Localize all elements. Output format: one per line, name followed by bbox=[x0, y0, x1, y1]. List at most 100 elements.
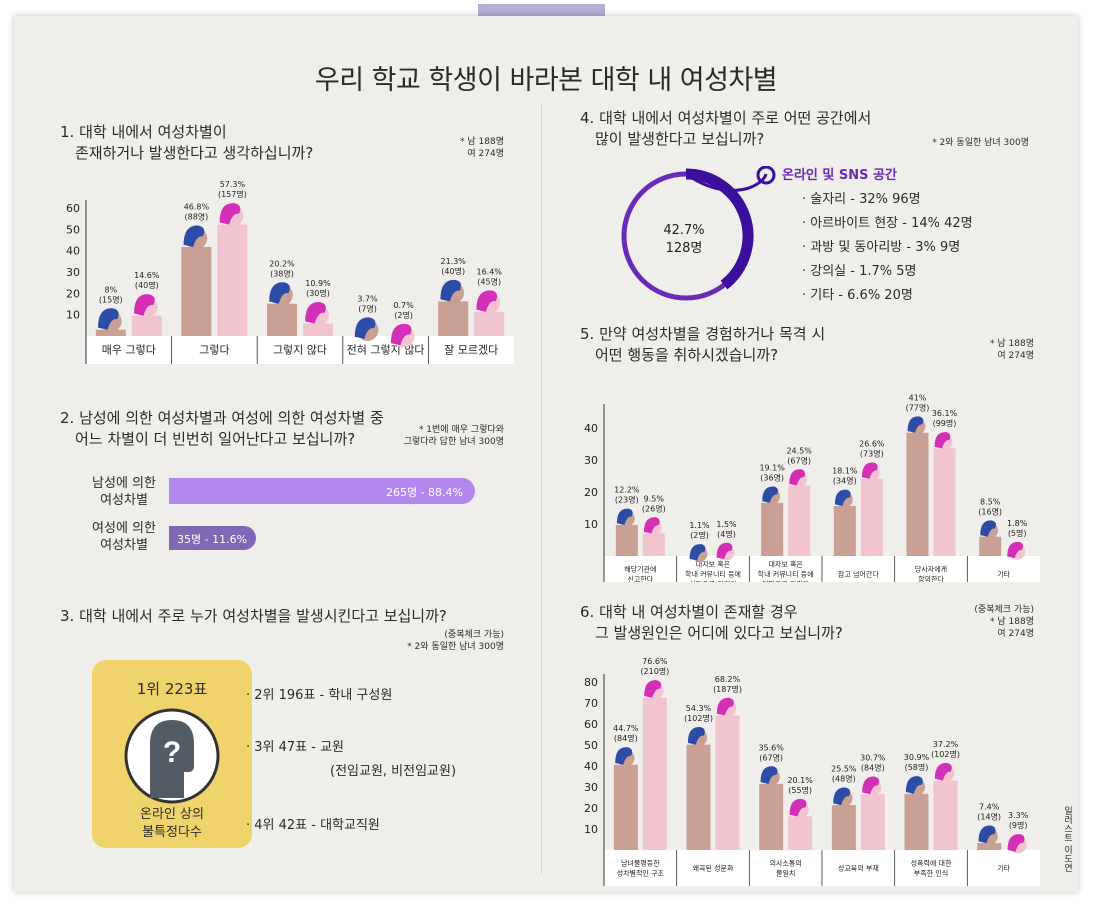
data-label-pct: 3.3% bbox=[1008, 811, 1029, 820]
q1-title-line1: 1. 대학 내에서 여성차별이 bbox=[60, 123, 227, 141]
bar-male bbox=[181, 246, 212, 336]
q4-item-3: · 과방 및 동아리방 - 3% 9명 bbox=[802, 240, 961, 255]
hair-icon bbox=[760, 766, 778, 784]
data-label-pct: 19.1% bbox=[759, 464, 785, 473]
q3-rank2: · 2위 196표 - 학내 구성원 bbox=[246, 688, 393, 703]
bar-female bbox=[715, 715, 740, 850]
q2-bar1-label-line1: 남성에 의한 bbox=[92, 476, 156, 491]
hair-icon bbox=[269, 282, 290, 304]
q4-main-label: 온라인 및 SNS 공간 bbox=[782, 168, 897, 183]
bar-female bbox=[788, 485, 811, 556]
q4-item-5: · 기타 - 6.6% 20명 bbox=[802, 288, 913, 303]
bar-female bbox=[933, 780, 958, 850]
hair-icon bbox=[978, 825, 996, 844]
data-label-count: (48명) bbox=[832, 774, 856, 784]
category-label: 실명으로 알린다 bbox=[689, 580, 737, 582]
data-label-count: (40명) bbox=[441, 266, 465, 276]
hair-icon bbox=[762, 486, 779, 503]
bar-female bbox=[474, 311, 505, 336]
q5-title-line1: 5. 만약 여성차별을 경험하거나 목격 시 bbox=[580, 325, 826, 343]
y-tick-label: 50 bbox=[66, 223, 80, 236]
data-label-count: (67명) bbox=[759, 752, 783, 762]
data-label-pct: 14.6% bbox=[134, 271, 160, 280]
bar-male bbox=[613, 764, 638, 850]
hair-icon bbox=[616, 508, 633, 525]
q4-title: 4. 대학 내에서 여성차별이 주로 어떤 공간에서 많이 발생한다고 보십니까… bbox=[580, 108, 871, 150]
data-label-pct: 44.7% bbox=[613, 724, 639, 733]
hair-icon bbox=[789, 469, 806, 486]
y-tick-label: 10 bbox=[66, 309, 80, 322]
data-label-count: (102명) bbox=[931, 749, 960, 759]
data-label-count: (55명) bbox=[788, 785, 812, 795]
q2-title-line2: 어느 차별이 더 빈번히 일어난다고 보십니까? bbox=[75, 430, 356, 448]
y-tick-label: 10 bbox=[584, 823, 598, 836]
category-label: 항의한다 bbox=[918, 575, 944, 582]
data-label-pct: 3.7% bbox=[357, 294, 378, 303]
page-title: 우리 학교 학생이 바라본 대학 내 여성차별 bbox=[314, 65, 778, 96]
hair-icon bbox=[934, 432, 951, 449]
bar-male bbox=[979, 536, 1002, 556]
q2-bar2-label-line2: 여성차별 bbox=[100, 538, 148, 553]
category-label: 왜곡된 성문화 bbox=[693, 864, 734, 873]
data-label-count: (99명) bbox=[933, 418, 957, 428]
q1-title-line2: 존재하거나 발생한다고 생각하십니까? bbox=[75, 144, 314, 162]
q6-title: 6. 대학 내 여성차별이 존재할 경우 그 발생원인은 어디에 있다고 보십니… bbox=[580, 602, 843, 644]
bar-male bbox=[833, 506, 856, 556]
hair-icon bbox=[907, 416, 924, 433]
y-tick-label: 60 bbox=[66, 202, 80, 215]
q3-badge-text: 온라인 상의 불특정다수 bbox=[92, 806, 252, 842]
category-label: 불일치 bbox=[776, 869, 795, 878]
data-label-count: (16명) bbox=[978, 506, 1002, 516]
bar-female bbox=[860, 478, 883, 556]
bar-male bbox=[906, 432, 929, 556]
q6-title-line1: 6. 대학 내 여성차별이 존재할 경우 bbox=[580, 603, 798, 621]
category-label: 성폭력에 대한 bbox=[911, 859, 952, 868]
hair-icon bbox=[1007, 834, 1025, 852]
data-label-pct: 1.5% bbox=[716, 520, 737, 529]
hair-icon bbox=[440, 279, 462, 302]
data-label-count: (58명) bbox=[905, 762, 929, 772]
hair-icon bbox=[390, 323, 412, 346]
data-label-pct: 57.3% bbox=[220, 180, 246, 189]
category-label: 성차별적인 구조 bbox=[617, 869, 665, 878]
category-box bbox=[86, 336, 514, 364]
data-label-pct: 46.8% bbox=[184, 203, 210, 212]
data-label-pct: 10.9% bbox=[305, 279, 331, 288]
q2-bar1-label-line2: 여성차별 bbox=[100, 493, 148, 508]
category-label: 그렇지 않다 bbox=[273, 344, 327, 357]
q4-note: * 2와 동일한 남녀 300명 bbox=[932, 138, 1029, 148]
y-tick-label: 10 bbox=[584, 518, 598, 531]
q1-note-line1: * 남 188명 bbox=[460, 137, 504, 147]
data-label-count: (84명) bbox=[614, 733, 638, 743]
bar-male bbox=[267, 303, 297, 336]
data-label-pct: 25.5% bbox=[831, 765, 857, 774]
bar-male bbox=[615, 524, 638, 556]
q1-title: 1. 대학 내에서 여성차별이 존재하거나 발생한다고 생각하십니까? bbox=[60, 122, 313, 164]
hair-icon bbox=[980, 520, 997, 537]
category-label: 당사자에게 bbox=[915, 565, 947, 574]
category-label: 익명으로 알린다 bbox=[762, 580, 810, 582]
data-label-pct: 36.1% bbox=[932, 409, 958, 418]
y-tick-label: 60 bbox=[584, 718, 598, 731]
data-label-pct: 30.7% bbox=[860, 754, 886, 763]
category-label: 학내 커뮤니티 등에 bbox=[758, 570, 814, 579]
data-label-count: (88명) bbox=[185, 212, 209, 222]
q3-badge-line1: 온라인 상의 bbox=[140, 807, 204, 822]
bar-male bbox=[95, 329, 126, 336]
data-label-pct: 9.5% bbox=[644, 494, 665, 503]
q2-note: * 1번에 매우 그렇다와 그렇다라 답한 남녀 300명 bbox=[394, 424, 504, 448]
category-label: 그렇다 bbox=[199, 344, 229, 357]
q5-title: 5. 만약 여성차별을 경험하거나 목격 시 어떤 행동을 취하시겠습니까? bbox=[580, 324, 825, 366]
q5-note-line1: * 남 188명 bbox=[990, 339, 1034, 349]
category-label: 성교육의 부재 bbox=[838, 864, 879, 873]
bar-female bbox=[303, 323, 333, 336]
data-label-count: (34명) bbox=[833, 476, 857, 486]
data-label-pct: 8% bbox=[104, 285, 117, 294]
y-tick-label: 20 bbox=[66, 287, 80, 300]
bar-female bbox=[642, 533, 665, 556]
q2-bar2-value: 35명 - 11.6% bbox=[177, 533, 248, 546]
hair-icon bbox=[219, 203, 241, 225]
bar-male bbox=[831, 805, 856, 850]
data-label-count: (4명) bbox=[717, 529, 736, 539]
